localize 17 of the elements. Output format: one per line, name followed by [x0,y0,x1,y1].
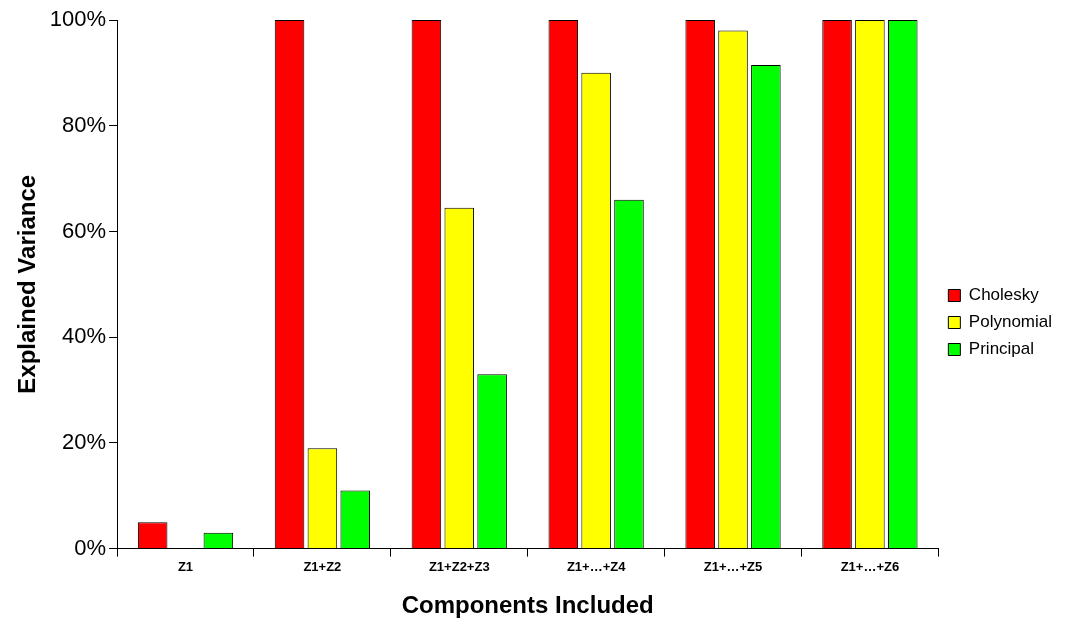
legend-label: Polynomial [968,312,1053,332]
x-tick-label: Z1+…+Z6 [840,558,900,574]
x-tick-label: Z1+Z2+Z3 [428,558,490,574]
x-axis-title: Components Included [401,591,654,619]
legend-label: Principal [968,339,1035,359]
y-tick-label: 60% [62,217,107,243]
x-tick-label: Z1 [177,558,194,574]
y-axis-title: Explained Variance [13,174,41,394]
y-tick-label: 20% [62,428,107,454]
x-tick-label: Z1+Z2 [303,558,342,574]
x-tick-label: Z1+…+Z5 [703,558,763,574]
y-tick-label: 80% [62,111,107,137]
legend-label: Cholesky [968,285,1040,305]
x-tick-label: Z1+…+Z4 [566,558,627,574]
y-tick-label: 40% [62,323,107,349]
y-tick-label: 100% [49,6,107,32]
y-tick-label: 0% [74,534,107,560]
